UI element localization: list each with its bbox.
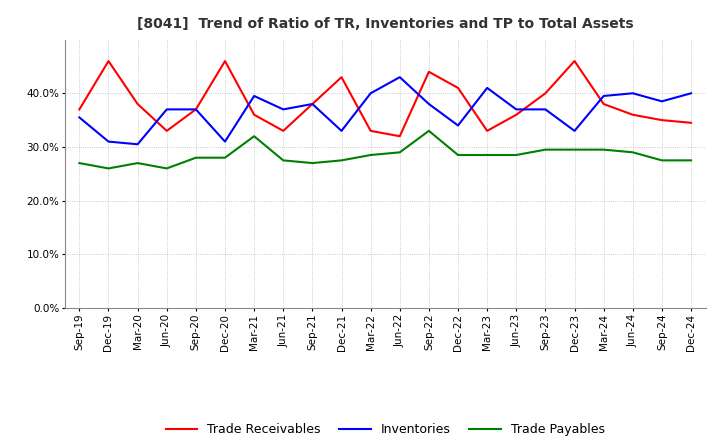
Trade Receivables: [395, 134, 404, 139]
Inventories: [599, 93, 608, 99]
Trade Receivables: [192, 107, 200, 112]
Inventories: [220, 139, 229, 144]
Inventories: [104, 139, 113, 144]
Trade Receivables: [629, 112, 637, 117]
Inventories: [250, 93, 258, 99]
Inventories: [512, 107, 521, 112]
Inventories: [483, 85, 492, 91]
Line: Trade Payables: Trade Payables: [79, 131, 691, 169]
Trade Payables: [308, 161, 317, 166]
Inventories: [192, 107, 200, 112]
Trade Receivables: [512, 112, 521, 117]
Trade Payables: [192, 155, 200, 160]
Trade Receivables: [220, 59, 229, 64]
Trade Receivables: [75, 107, 84, 112]
Trade Receivables: [308, 101, 317, 106]
Trade Receivables: [687, 120, 696, 125]
Inventories: [570, 128, 579, 133]
Trade Payables: [425, 128, 433, 133]
Inventories: [629, 91, 637, 96]
Trade Receivables: [570, 59, 579, 64]
Trade Receivables: [337, 74, 346, 80]
Trade Payables: [220, 155, 229, 160]
Trade Payables: [454, 152, 462, 158]
Trade Payables: [599, 147, 608, 152]
Trade Payables: [75, 161, 84, 166]
Trade Payables: [250, 134, 258, 139]
Inventories: [308, 101, 317, 106]
Trade Receivables: [104, 59, 113, 64]
Trade Receivables: [599, 101, 608, 106]
Inventories: [425, 101, 433, 106]
Inventories: [133, 142, 142, 147]
Trade Payables: [512, 152, 521, 158]
Inventories: [395, 74, 404, 80]
Trade Receivables: [163, 128, 171, 133]
Trade Receivables: [483, 128, 492, 133]
Trade Receivables: [279, 128, 287, 133]
Trade Receivables: [541, 91, 550, 96]
Trade Payables: [570, 147, 579, 152]
Trade Receivables: [657, 117, 666, 123]
Inventories: [687, 91, 696, 96]
Trade Payables: [629, 150, 637, 155]
Legend: Trade Receivables, Inventories, Trade Payables: Trade Receivables, Inventories, Trade Pa…: [161, 418, 610, 440]
Inventories: [454, 123, 462, 128]
Line: Trade Receivables: Trade Receivables: [79, 61, 691, 136]
Trade Payables: [395, 150, 404, 155]
Trade Payables: [657, 158, 666, 163]
Trade Payables: [366, 152, 375, 158]
Trade Payables: [337, 158, 346, 163]
Inventories: [337, 128, 346, 133]
Trade Receivables: [133, 101, 142, 106]
Trade Payables: [163, 166, 171, 171]
Inventories: [75, 115, 84, 120]
Trade Payables: [133, 161, 142, 166]
Inventories: [366, 91, 375, 96]
Trade Payables: [483, 152, 492, 158]
Trade Payables: [279, 158, 287, 163]
Trade Receivables: [425, 69, 433, 74]
Inventories: [541, 107, 550, 112]
Trade Receivables: [366, 128, 375, 133]
Trade Payables: [687, 158, 696, 163]
Inventories: [657, 99, 666, 104]
Trade Payables: [541, 147, 550, 152]
Inventories: [163, 107, 171, 112]
Trade Receivables: [454, 85, 462, 91]
Trade Payables: [104, 166, 113, 171]
Line: Inventories: Inventories: [79, 77, 691, 144]
Trade Receivables: [250, 112, 258, 117]
Title: [8041]  Trend of Ratio of TR, Inventories and TP to Total Assets: [8041] Trend of Ratio of TR, Inventories…: [137, 18, 634, 32]
Inventories: [279, 107, 287, 112]
